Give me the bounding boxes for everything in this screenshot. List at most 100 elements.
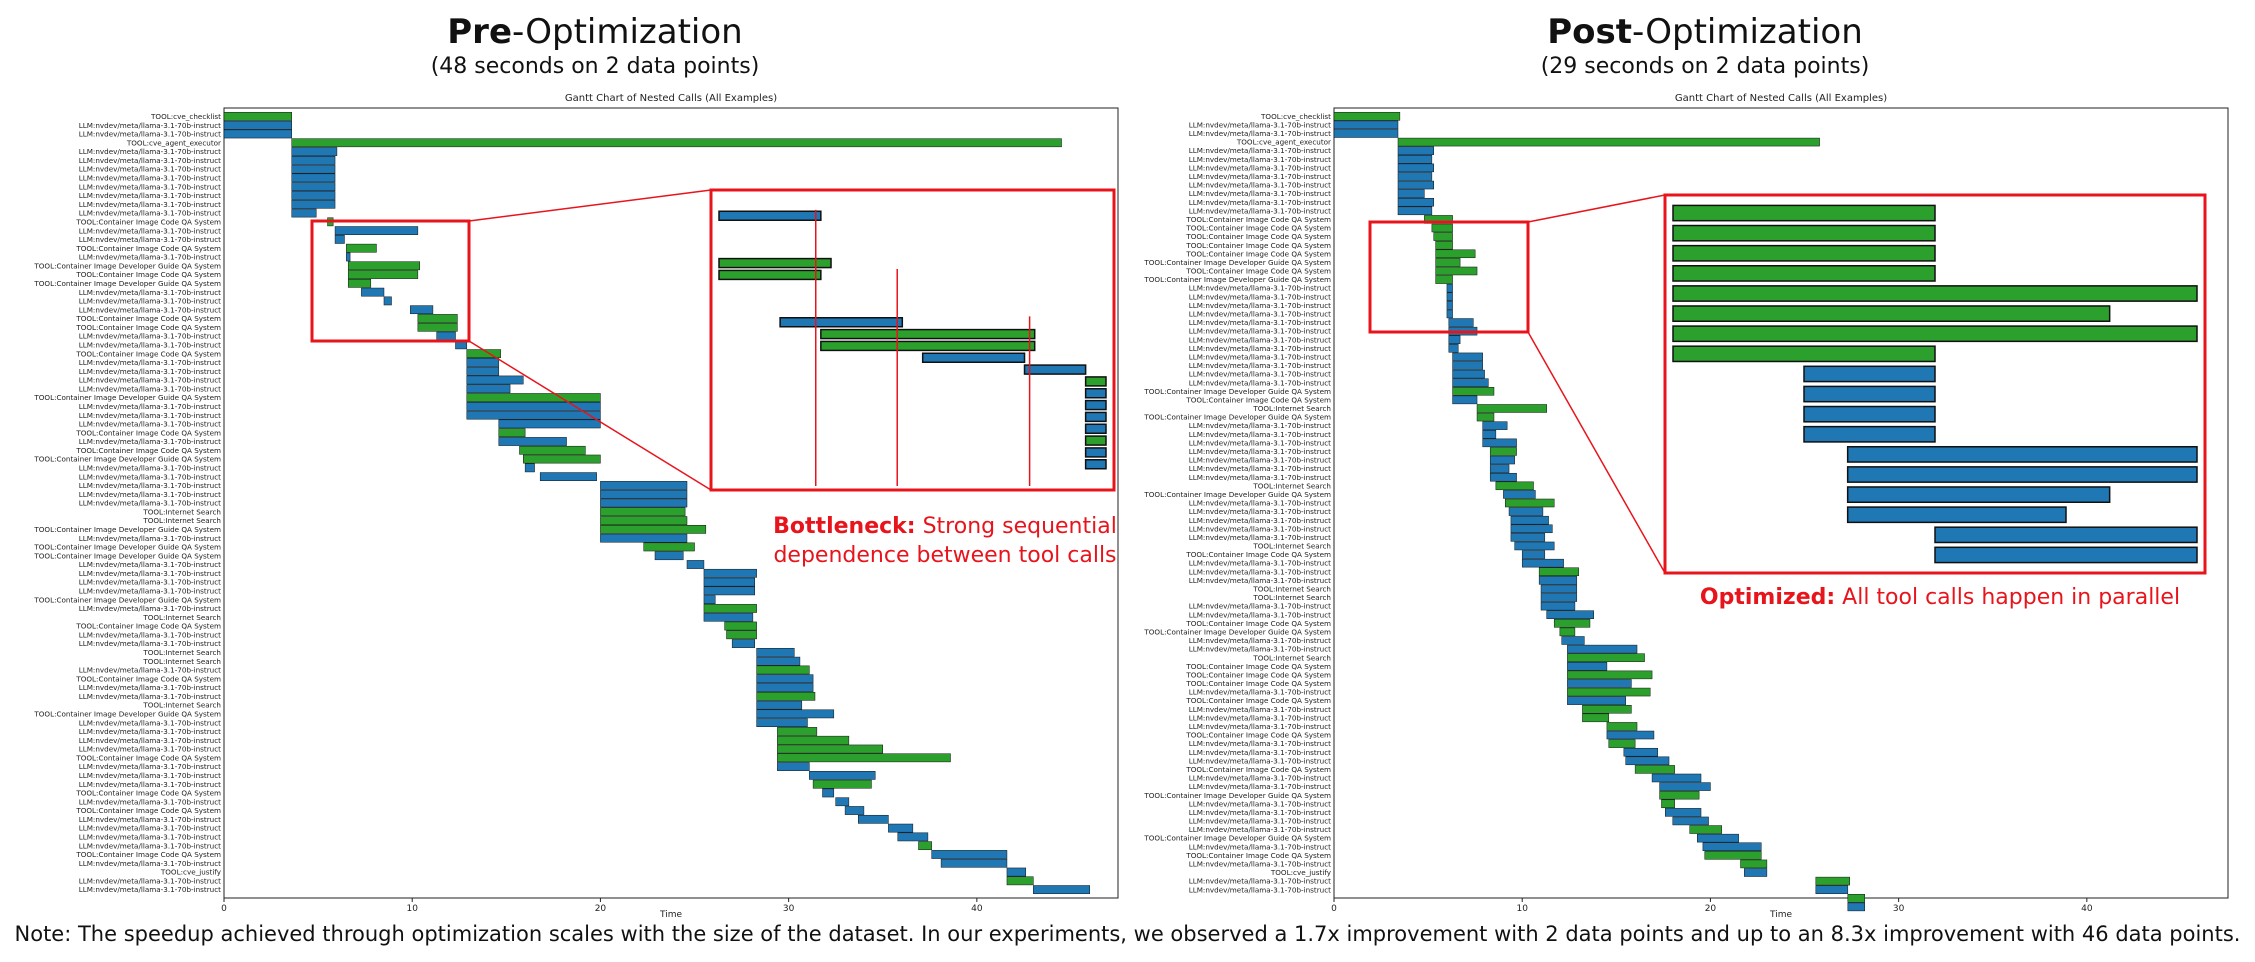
right-gantt-bar [1508, 507, 1544, 516]
left-row-label: TOOL:Container Image Code QA System [75, 674, 221, 683]
right-row-label: TOOL:Container Image Code QA System [1185, 232, 1331, 241]
right-gantt-bar [1397, 180, 1435, 190]
right-row-label: LLM:nvdev/meta/llama-3.1-70b-instruct [1189, 748, 1331, 757]
right-row-label: TOOL:Container Image Code QA System [1185, 662, 1331, 671]
left-row-label: TOOL:Container Image Developer Guide QA … [33, 710, 221, 719]
right-row-label: LLM:nvdev/meta/llama-3.1-70b-instruct [1189, 284, 1331, 293]
left-row-label: TOOL:Container Image Code QA System [75, 753, 221, 762]
left-gantt-bar [756, 718, 808, 728]
left-gantt-bar [731, 639, 756, 648]
right-row-label: LLM:nvdev/meta/llama-3.1-70b-instruct [1189, 516, 1331, 525]
right-gantt-bar [1489, 464, 1510, 473]
right-row-label: LLM:nvdev/meta/llama-3.1-70b-instruct [1189, 576, 1331, 585]
right-row-label: LLM:nvdev/meta/llama-3.1-70b-instruct [1189, 782, 1331, 791]
left-row-label: LLM:nvdev/meta/llama-3.1-70b-instruct [79, 841, 221, 850]
left-gantt-bar [291, 199, 336, 209]
right-gantt-bar [1482, 438, 1517, 448]
left-row-label: LLM:nvdev/meta/llama-3.1-70b-instruct [79, 578, 221, 587]
left-row-label: TOOL:Container Image Code QA System [75, 446, 221, 455]
left-inset-bar [1084, 447, 1107, 458]
right-row-label: LLM:nvdev/meta/llama-3.1-70b-instruct [1189, 335, 1331, 344]
right-row-label: LLM:nvdev/meta/llama-3.1-70b-instruct [1189, 189, 1331, 198]
right-row-label: LLM:nvdev/meta/llama-3.1-70b-instruct [1189, 860, 1331, 869]
right-row-label: TOOL:Container Image Developer Guide QA … [1143, 834, 1331, 843]
left-row-label: LLM:nvdev/meta/llama-3.1-70b-instruct [79, 288, 221, 297]
left-row-label: LLM:nvdev/meta/llama-3.1-70b-instruct [79, 499, 221, 508]
left-row-label: LLM:nvdev/meta/llama-3.1-70b-instruct [79, 692, 221, 701]
left-panel-subtitle: (48 seconds on 2 data points) [430, 54, 760, 79]
left-gantt-bar [291, 138, 1062, 148]
right-gantt-bar [1397, 137, 1820, 147]
right-gantt-bar [1397, 189, 1425, 198]
right-row-label: LLM:nvdev/meta/llama-3.1-70b-instruct [1189, 739, 1331, 748]
left-gantt-bar [822, 788, 835, 798]
right-gantt-bar [1452, 387, 1495, 396]
left-inset-bar [718, 269, 822, 281]
right-row-label: LLM:nvdev/meta/llama-3.1-70b-instruct [1189, 877, 1331, 886]
right-gantt-bar [1696, 833, 1739, 843]
left-gantt-bar [931, 850, 1008, 859]
left-gantt-bar [291, 182, 336, 192]
left-row-label: TOOL:Internet Search [142, 613, 221, 622]
left-gantt-bar [600, 498, 688, 508]
right-inset-bar [1672, 264, 1936, 282]
left-row-label: TOOL:Container Image Developer Guide QA … [33, 279, 221, 288]
right-gantt-bar [1476, 412, 1495, 422]
left-row-label: LLM:nvdev/meta/llama-3.1-70b-instruct [79, 156, 221, 165]
right-row-label: TOOL:Container Image Code QA System [1185, 395, 1331, 404]
right-row-label: LLM:nvdev/meta/llama-3.1-70b-instruct [1189, 155, 1331, 164]
left-gantt-bar [346, 252, 351, 262]
right-row-label: LLM:nvdev/meta/llama-3.1-70b-instruct [1189, 645, 1331, 654]
right-gantt-bar [1521, 558, 1564, 568]
left-row-label: LLM:nvdev/meta/llama-3.1-70b-instruct [79, 305, 221, 314]
right-chart-title: Gantt Chart of Nested Calls (All Example… [1675, 93, 1887, 104]
left-row-label: LLM:nvdev/meta/llama-3.1-70b-instruct [79, 771, 221, 780]
right-gantt-bar [1540, 593, 1578, 602]
left-row-label: TOOL:cve_agent_executor [126, 138, 221, 147]
left-gantt-bar [466, 375, 524, 385]
right-gantt-bar [1567, 670, 1653, 680]
left-row-label: TOOL:cve_checklist [150, 112, 221, 121]
right-gantt-bar [1482, 430, 1497, 439]
left-row-label: LLM:nvdev/meta/llama-3.1-70b-instruct [79, 481, 221, 490]
right-gantt-bar [1553, 619, 1591, 628]
left-gantt-bar [918, 841, 932, 851]
right-gantt-bar [1538, 576, 1578, 585]
right-row-label: LLM:nvdev/meta/llama-3.1-70b-instruct [1189, 430, 1331, 439]
left-row-label: LLM:nvdev/meta/llama-3.1-70b-instruct [79, 130, 221, 139]
left-gantt-bar [844, 806, 865, 815]
right-row-label: TOOL:Internet Search [1252, 585, 1331, 594]
right-gantt-bar [1567, 662, 1608, 671]
left-row-label: TOOL:Container Image Code QA System [75, 244, 221, 253]
left-row-label: LLM:nvdev/meta/llama-3.1-70b-instruct [79, 472, 221, 481]
left-x-axis-label: Time [659, 910, 682, 920]
left-gantt-bar [600, 507, 686, 517]
left-row-label: LLM:nvdev/meta/llama-3.1-70b-instruct [79, 560, 221, 569]
left-gantt-bar [756, 683, 814, 692]
right-gantt-bar [1452, 352, 1483, 362]
right-gantt-bar [1521, 550, 1546, 559]
left-row-label: TOOL:Container Image Developer Guide QA … [33, 261, 221, 270]
left-row-label: TOOL:Container Image Developer Guide QA … [33, 525, 221, 534]
right-row-label: TOOL:Container Image Code QA System [1185, 670, 1331, 679]
right-panel-title: Post-Optimization [1547, 12, 1863, 52]
right-gantt-bar [1397, 155, 1433, 164]
right-gantt-bar [1608, 739, 1636, 748]
left-row-label: LLM:nvdev/meta/llama-3.1-70b-instruct [79, 833, 221, 842]
left-row-label: TOOL:Internet Search [142, 507, 221, 516]
right-gantt-bar [1452, 361, 1483, 370]
right-gantt-bar [1435, 266, 1478, 276]
left-row-label: LLM:nvdev/meta/llama-3.1-70b-instruct [79, 384, 221, 393]
left-row-label: LLM:nvdev/meta/llama-3.1-70b-instruct [79, 121, 221, 130]
left-row-label: LLM:nvdev/meta/llama-3.1-70b-instruct [79, 534, 221, 543]
right-gantt-bar [1582, 704, 1632, 714]
right-gantt-bar [1489, 472, 1517, 482]
right-row-label: TOOL:Container Image Code QA System [1185, 679, 1331, 688]
left-row-label: TOOL:cve_justify [160, 868, 222, 877]
right-gantt-bar [1665, 808, 1702, 817]
left-zoom-inset [709, 188, 1116, 492]
right-gantt-bar [1489, 447, 1517, 456]
left-gantt-bar [466, 366, 500, 376]
right-gantt-bar [1704, 851, 1762, 860]
left-row-label: LLM:nvdev/meta/llama-3.1-70b-instruct [79, 736, 221, 745]
